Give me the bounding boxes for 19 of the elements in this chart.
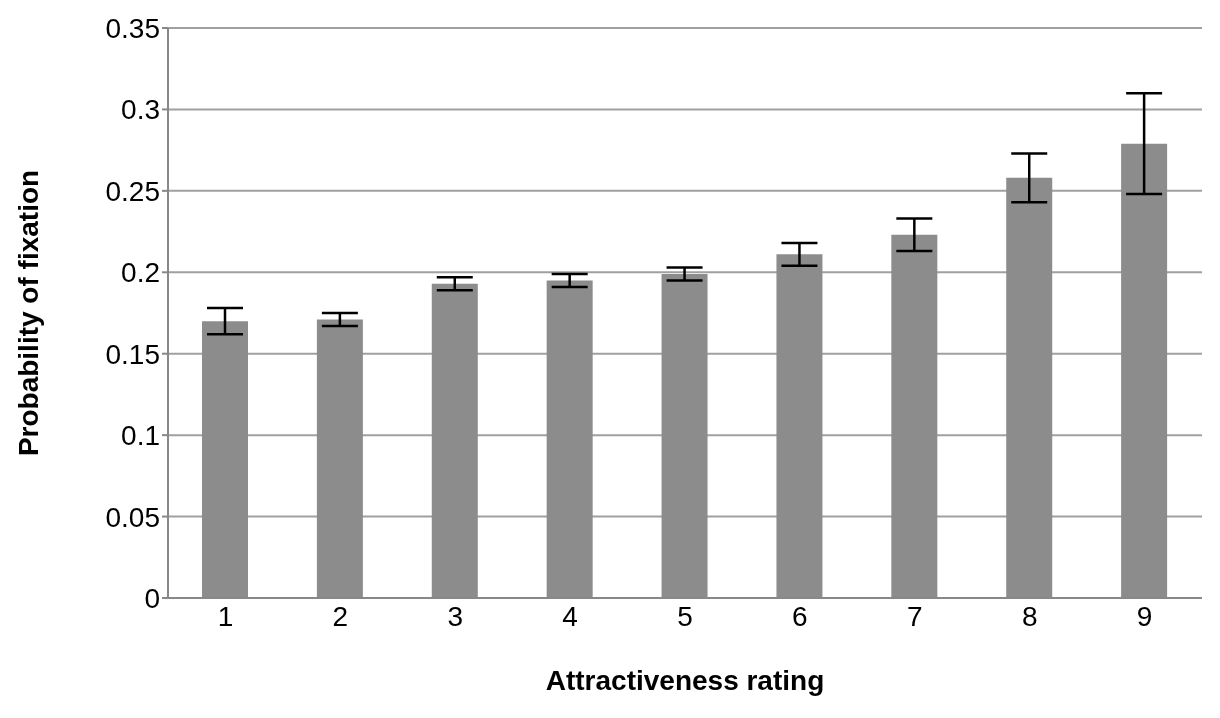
x-tick-label: 8 <box>1021 600 1038 632</box>
y-tick-label: 0.05 <box>105 501 160 533</box>
x-tick-label: 7 <box>906 600 923 632</box>
y-tick-label: 0.3 <box>121 94 160 126</box>
x-tick-label: 4 <box>562 600 578 632</box>
y-tick-label: 0.1 <box>121 420 160 452</box>
y-tick-label: 0.35 <box>105 12 160 44</box>
y-axis-title: Probability of fixation <box>12 169 44 457</box>
x-tick-label: 9 <box>1136 600 1153 632</box>
y-tick-label: 0 <box>144 582 160 614</box>
y-tick-label: 0.15 <box>105 338 160 370</box>
x-tick-label: 5 <box>677 600 693 632</box>
y-tick-label: 0.25 <box>105 175 160 207</box>
x-tick-label: 1 <box>217 600 234 632</box>
x-tick-label: 2 <box>332 600 349 632</box>
x-axis-title: Attractiveness rating <box>545 665 825 696</box>
x-tick-label: 3 <box>447 600 464 632</box>
y-tick-label: 0.2 <box>121 257 160 289</box>
x-tick-label: 6 <box>792 600 808 632</box>
